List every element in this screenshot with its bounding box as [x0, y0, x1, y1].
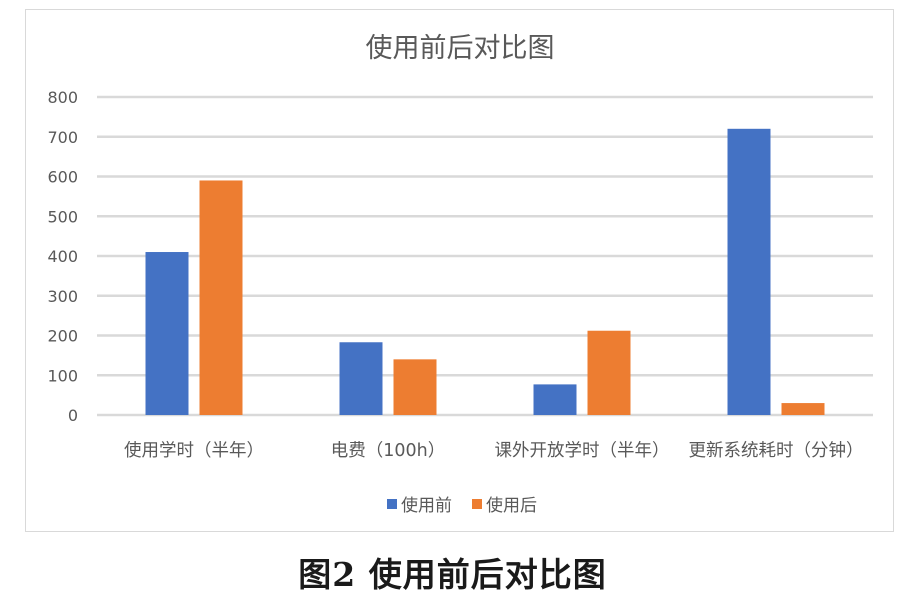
y-tick-label: 800 [47, 88, 78, 107]
x-tick-label: 使用学时（半年） [124, 440, 264, 461]
y-tick-label: 400 [47, 247, 78, 266]
bar-chart: 使用前后对比图 0 100 200 300 400 500 600 700 800 使用学时（半… [47, 33, 873, 516]
y-tick-label: 0 [68, 406, 78, 425]
bar-after-0 [199, 180, 243, 415]
y-tick-label: 200 [47, 327, 78, 346]
bar-after-3 [781, 403, 825, 415]
x-tick-label: 电费（100h） [331, 441, 446, 461]
chart-title: 使用前后对比图 [366, 33, 555, 64]
figure-caption: 图2 使用前后对比图 [298, 555, 607, 594]
legend-swatch-before [387, 499, 397, 509]
bar-before-0 [145, 252, 189, 415]
y-tick-label: 100 [47, 366, 78, 385]
bar-after-2 [587, 330, 631, 415]
y-tick-label: 600 [47, 168, 78, 187]
bar-before-2 [533, 384, 577, 415]
bar-before-3 [727, 128, 771, 416]
x-tick-label: 课外开放学时（半年） [495, 441, 670, 461]
y-tick-label: 700 [47, 128, 78, 147]
legend-label-before: 使用前 [401, 495, 452, 516]
legend-label-after: 使用后 [486, 495, 537, 516]
x-tick-label: 更新系统耗时（分钟） [689, 441, 864, 461]
bar-after-1 [393, 359, 437, 415]
y-tick-label: 500 [47, 207, 78, 226]
bar-before-1 [339, 342, 383, 415]
y-tick-label: 300 [47, 287, 78, 306]
legend-swatch-after [472, 499, 482, 509]
